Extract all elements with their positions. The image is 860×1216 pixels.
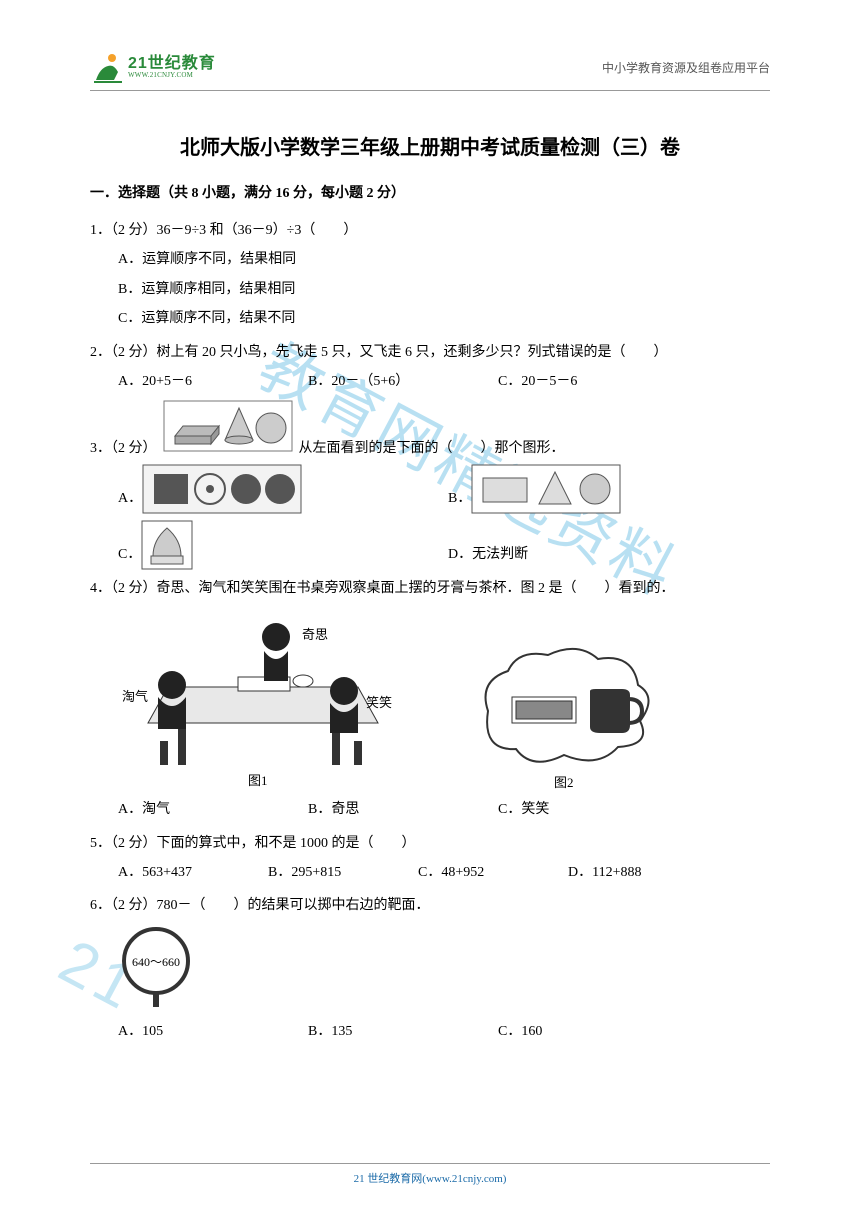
q1-optA: A．运算顺序不同，结果相同 <box>90 245 770 274</box>
q3-optA-label: A． <box>118 484 142 513</box>
q4-optB: B．奇思 <box>308 795 498 824</box>
q3-optB-label: B． <box>448 484 471 513</box>
q3-optC-icon <box>141 520 193 570</box>
q3-options: A． B． C． <box>90 464 770 570</box>
q2-optB: B．20－（5+6） <box>308 367 498 396</box>
q5-optB: B．295+815 <box>268 858 418 887</box>
q6-target-icon: 640～660 <box>118 925 194 1011</box>
section-1-head: 一．选择题（共 8 小题，满分 16 分，每小题 2 分） <box>90 182 770 202</box>
page-header: 21世纪教育 WWW.21CNJY.COM 中小学教育资源及组卷应用平台 <box>90 50 770 91</box>
page-footer: 21 世纪教育网(www.21cnjy.com) <box>0 1163 860 1186</box>
svg-text:奇思: 奇思 <box>302 627 328 642</box>
question-4: 4．（2 分）奇思、淘气和笑笑围在书桌旁观察桌面上摆的牙膏与茶杯．图 2 是（ … <box>90 574 770 825</box>
q5-optC: C．48+952 <box>418 858 568 887</box>
svg-text:笑笑: 笑笑 <box>366 695 392 710</box>
q6-options: A．105 B．135 C．160 <box>90 1017 770 1046</box>
page: 21世纪教育 WWW.21CNJY.COM 中小学教育资源及组卷应用平台 北师大… <box>0 0 860 1216</box>
q5-optD: D．112+888 <box>568 858 708 887</box>
svg-text:图2: 图2 <box>554 775 574 790</box>
q3-optB: B． <box>448 464 728 514</box>
logo: 21世纪教育 WWW.21CNJY.COM <box>90 50 216 84</box>
q1-optB: B．运算顺序相同，结果相同 <box>90 275 770 304</box>
logo-icon <box>90 50 124 84</box>
q3-stem-row: 3．（2 分） 从左面看到的是下面的（ ）那个图形． <box>90 400 770 463</box>
question-1: 1．（2 分）36－9÷3 和（36－9）÷3（ ） A．运算顺序不同，结果相同… <box>90 216 770 334</box>
q3-optC: C． <box>118 520 448 570</box>
q4-fig2-icon: 图2 <box>468 641 658 791</box>
q3-stem-before: 3．（2 分） <box>90 434 157 463</box>
q5-stem: 5．（2 分）下面的算式中，和不是 1000 的是（ ） <box>90 829 770 858</box>
header-right-text: 中小学教育资源及组卷应用平台 <box>602 59 770 76</box>
q3-optD: D．无法判断 <box>448 540 528 569</box>
svg-text:淘气: 淘气 <box>122 689 148 704</box>
logo-sub-text: WWW.21CNJY.COM <box>128 72 216 79</box>
q2-options: A．20+5－6 B．20－（5+6） C．20－5－6 <box>90 367 770 396</box>
q6-stem: 6．（2 分）780－（ ）的结果可以掷中右边的靶面． <box>90 891 770 920</box>
q3-optA-icon <box>142 464 302 514</box>
q4-stem: 4．（2 分）奇思、淘气和笑笑围在书桌旁观察桌面上摆的牙膏与茶杯．图 2 是（ … <box>90 574 770 603</box>
q6-optB: B．135 <box>308 1017 498 1046</box>
footer-rule <box>90 1163 770 1164</box>
q4-fig1-icon: 奇思 淘气 笑笑 图1 <box>118 611 408 791</box>
q5-options: A．563+437 B．295+815 C．48+952 D．112+888 <box>90 858 770 887</box>
logo-text: 21世纪教育 WWW.21CNJY.COM <box>128 56 216 79</box>
question-6: 6．（2 分）780－（ ）的结果可以掷中右边的靶面． 640～660 A．10… <box>90 891 770 1046</box>
q1-optC: C．运算顺序不同，结果不同 <box>90 304 770 333</box>
q2-optC: C．20－5－6 <box>498 367 658 396</box>
question-5: 5．（2 分）下面的算式中，和不是 1000 的是（ ） A．563+437 B… <box>90 829 770 888</box>
q3-optD-label: D．无法判断 <box>448 540 528 569</box>
question-2: 2．（2 分）树上有 20 只小鸟，先飞走 5 只，又飞走 6 只，还剩多少只？… <box>90 338 770 397</box>
svg-text:640～660: 640～660 <box>132 955 180 969</box>
q3-optA: A． <box>118 464 448 514</box>
question-3: 3．（2 分） 从左面看到的是下面的（ ）那个图形． <box>90 400 770 569</box>
footer-text: 21 世纪教育网(www.21cnjy.com) <box>354 1173 507 1185</box>
q4-optA: A．淘气 <box>118 795 308 824</box>
q3-stem-after: 从左面看到的是下面的（ ）那个图形． <box>299 434 565 463</box>
q4-optC: C．笑笑 <box>498 795 658 824</box>
q1-stem: 1．（2 分）36－9÷3 和（36－9）÷3（ ） <box>90 216 770 245</box>
q2-stem: 2．（2 分）树上有 20 只小鸟，先飞走 5 只，又飞走 6 只，还剩多少只？… <box>90 338 770 367</box>
q6-optA: A．105 <box>118 1017 308 1046</box>
q3-solids-icon <box>163 400 293 463</box>
q4-options: A．淘气 B．奇思 C．笑笑 <box>90 795 770 824</box>
q3-optB-icon <box>471 464 621 514</box>
q2-optA: A．20+5－6 <box>118 367 308 396</box>
q5-optA: A．563+437 <box>118 858 268 887</box>
svg-text:图1: 图1 <box>248 773 268 788</box>
q4-figures: 奇思 淘气 笑笑 图1 图2 <box>90 611 770 791</box>
q6-optC: C．160 <box>498 1017 658 1046</box>
q3-optC-label: C． <box>118 540 141 569</box>
document-title: 北师大版小学数学三年级上册期中考试质量检测（三）卷 <box>90 131 770 160</box>
logo-main-text: 21世纪教育 <box>128 56 216 72</box>
